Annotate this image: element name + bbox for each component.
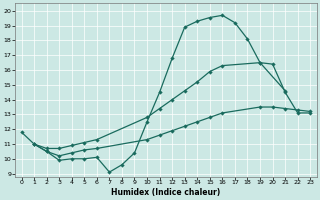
X-axis label: Humidex (Indice chaleur): Humidex (Indice chaleur) — [111, 188, 220, 197]
